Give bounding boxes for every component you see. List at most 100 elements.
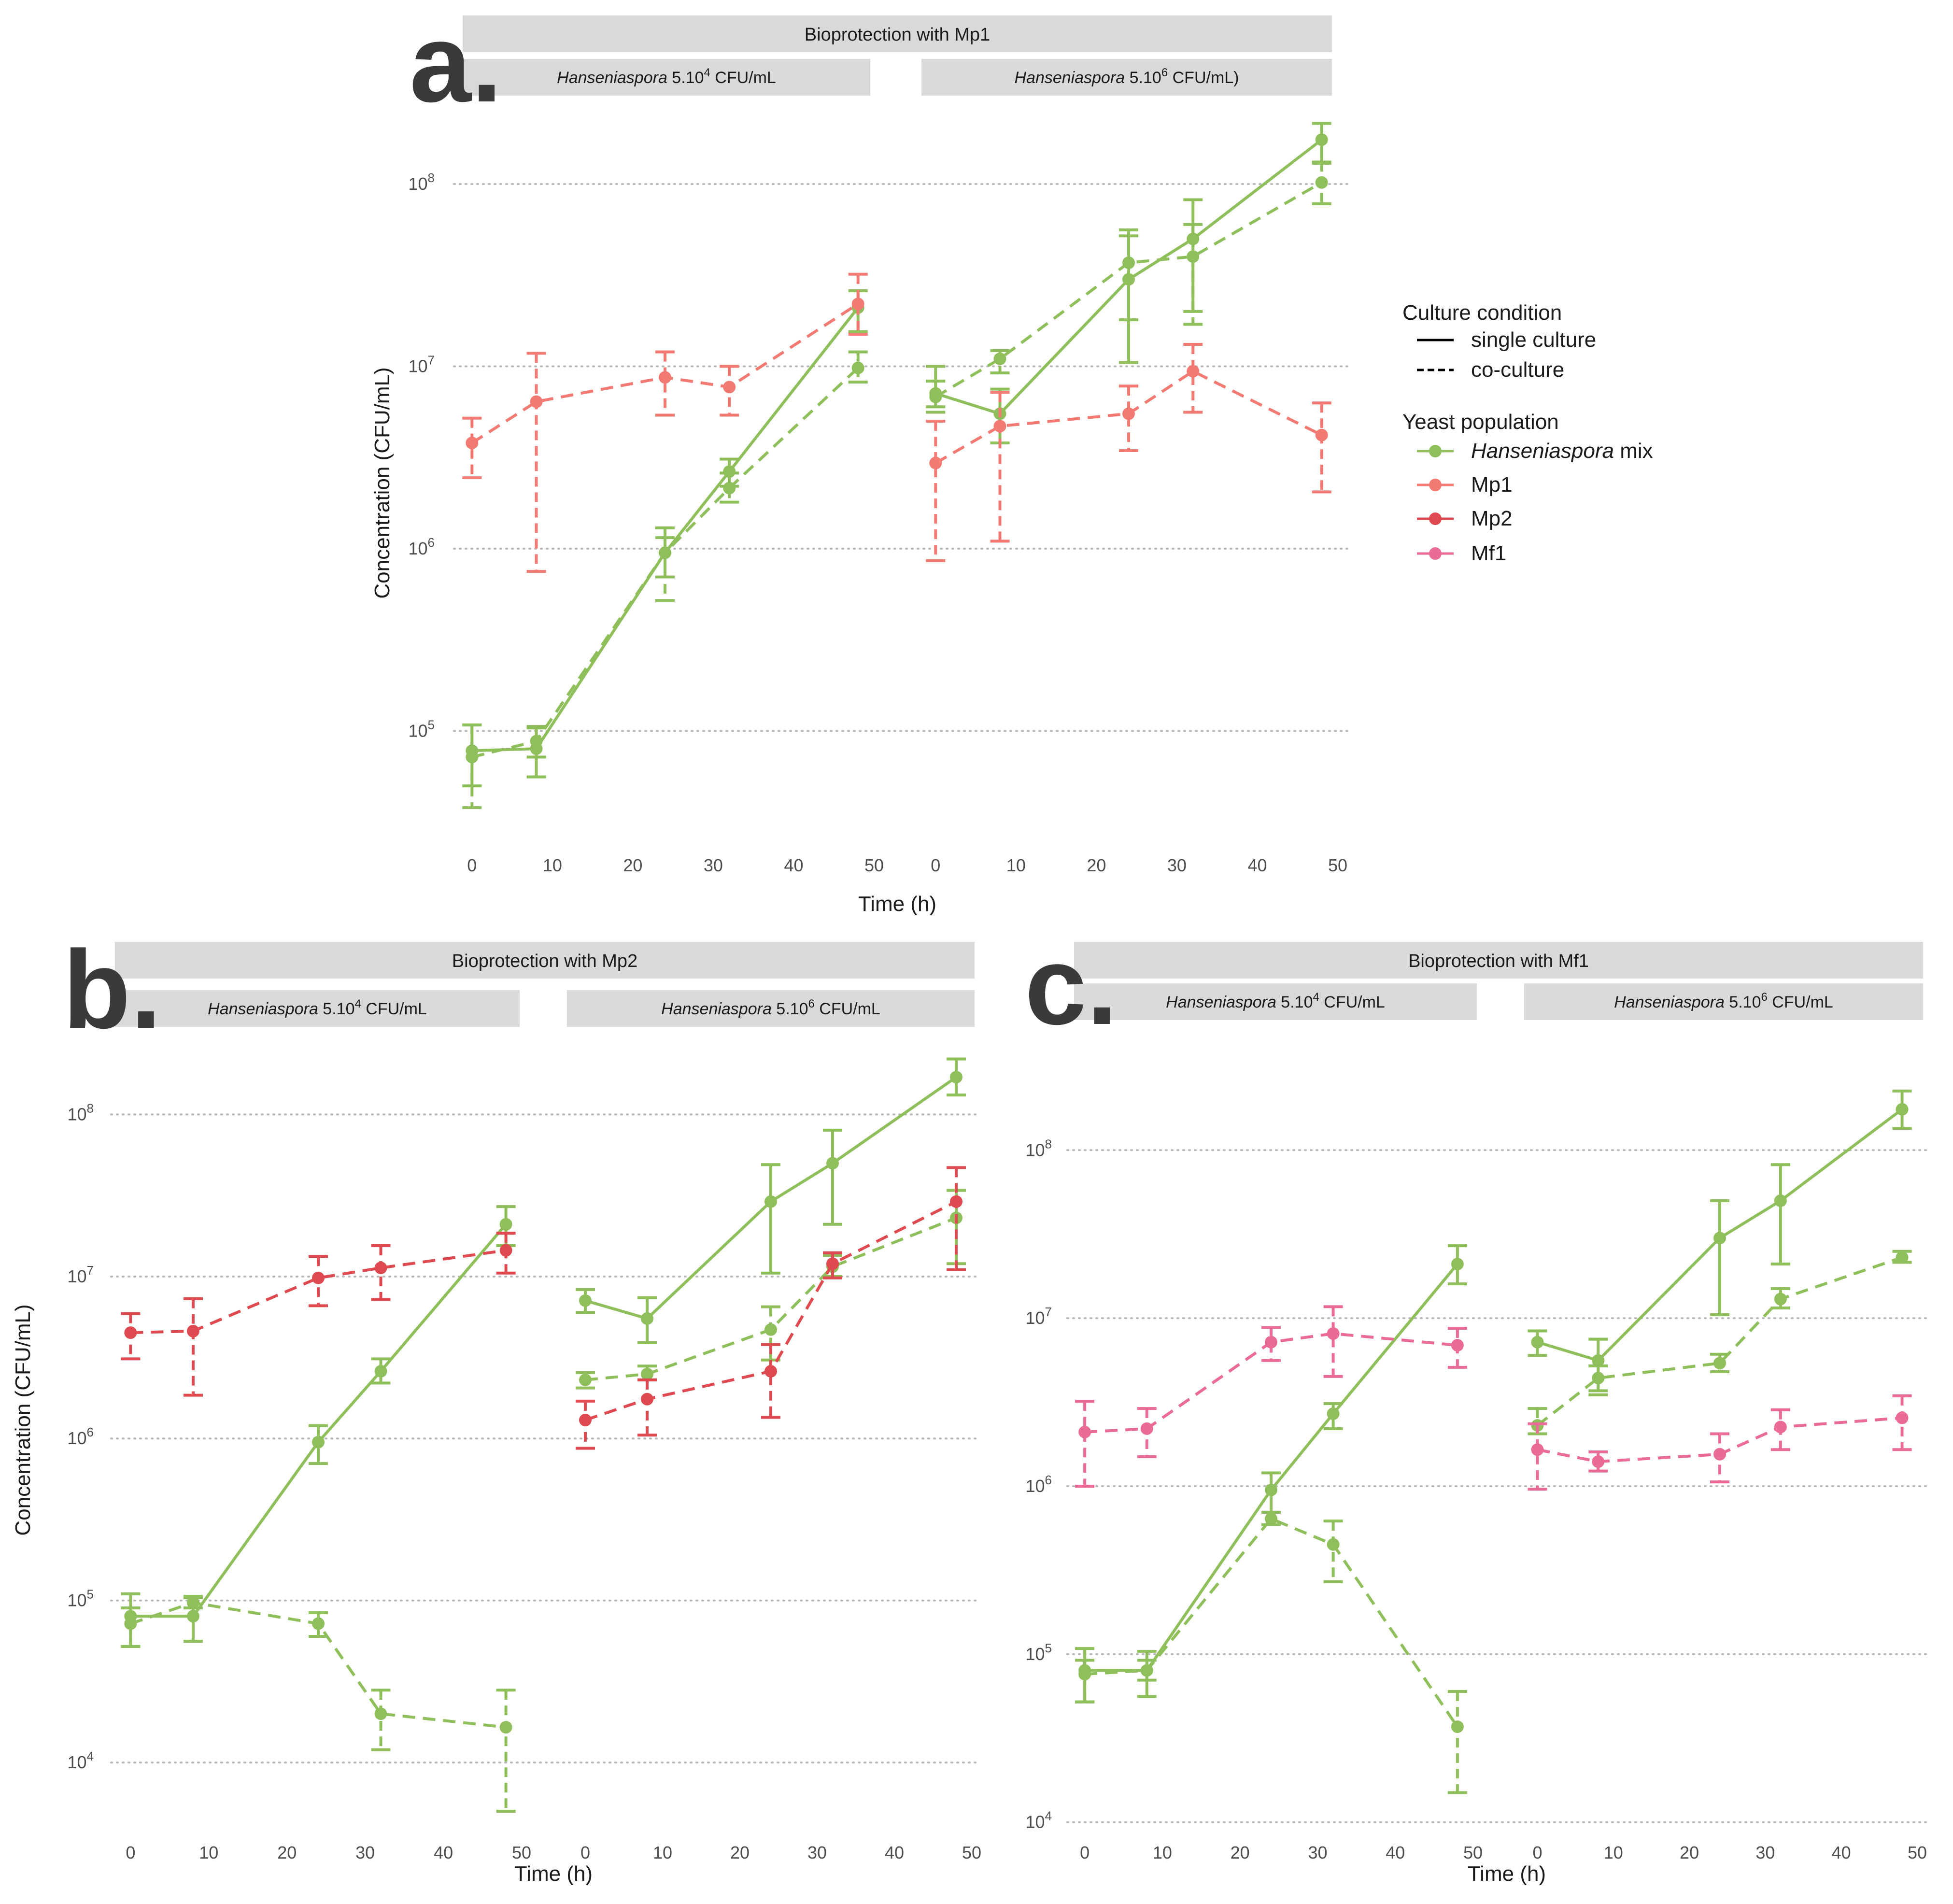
legend-yeast-title: Yeast population xyxy=(1402,410,1559,434)
series-0-hanseniaspora_mix-single-point-3 xyxy=(374,1365,387,1378)
series-1-hanseniaspora_mix-single-point-1 xyxy=(641,1312,653,1325)
legend: Culture condition single culture co-cult… xyxy=(1402,301,1653,565)
series-0-hanseniaspora_mix-co-point-2 xyxy=(312,1617,325,1630)
series-0-mp2-co-point-1 xyxy=(186,1324,199,1337)
y-tick-label-1e6: 106 xyxy=(67,1425,94,1448)
series-0-hanseniaspora_mix-co-point-1 xyxy=(530,735,543,748)
x-tick-label-0-30: 30 xyxy=(1308,1843,1327,1862)
series-1-mf1-co-point-2 xyxy=(1713,1448,1726,1461)
x-tick-label-1-30: 30 xyxy=(1755,1843,1775,1862)
y-tick-label-1e4: 104 xyxy=(67,1749,94,1772)
x-tick-label-0-50: 50 xyxy=(512,1843,531,1862)
series-1-mf1-co-point-3 xyxy=(1774,1421,1787,1434)
series-0-hanseniaspora_mix-single-point-2 xyxy=(1265,1483,1277,1496)
series-0-mp2-co-point-0 xyxy=(124,1326,137,1339)
panel-c-data xyxy=(1075,1089,1912,1794)
panel-c-right-strip-label: Hanseniaspora 5.106 CFU/mL xyxy=(1614,991,1833,1011)
series-0-mf1-co-point-1 xyxy=(1140,1422,1153,1435)
series-1-mp2-co-point-3 xyxy=(826,1257,839,1270)
series-1-mp2-co xyxy=(576,1166,966,1450)
series-0-hanseniaspora_mix-co xyxy=(462,350,868,810)
series-0-hanseniaspora_mix-co-point-4 xyxy=(1451,1720,1464,1733)
series-0-hanseniaspora_mix-co xyxy=(121,1595,516,1813)
legend-mf1-dot xyxy=(1429,547,1442,560)
x-tick-label-0-40: 40 xyxy=(1386,1843,1405,1862)
series-0-hanseniaspora_mix-co-point-0 xyxy=(466,751,479,764)
series-0-hanseniaspora_mix-single xyxy=(1075,1244,1467,1704)
series-0-hanseniaspora_mix-co-point-3 xyxy=(374,1707,387,1720)
panel-a-data xyxy=(462,122,1331,810)
series-0-mp2-co xyxy=(121,1232,516,1397)
x-tick-label-0-20: 20 xyxy=(277,1843,297,1862)
x-tick-label-1-10: 10 xyxy=(653,1843,672,1862)
series-1-hanseniaspora_mix-co-point-4 xyxy=(1896,1251,1909,1264)
y-tick-label-1e7: 107 xyxy=(408,353,435,376)
series-1-hanseniaspora_mix-co-point-2 xyxy=(1122,256,1135,270)
series-1-mp2-co-point-0 xyxy=(579,1414,592,1427)
series-1-mp1-co-point-1 xyxy=(993,420,1006,433)
series-1-hanseniaspora_mix-co-point-1 xyxy=(1592,1372,1605,1385)
legend-hanseniaspora-label: Hanseniaspora mix xyxy=(1471,439,1653,463)
series-1-mp2-co-point-1 xyxy=(641,1392,653,1406)
series-0-hanseniaspora_mix-single-point-2 xyxy=(312,1435,325,1449)
series-1-hanseniaspora_mix-co-point-0 xyxy=(579,1373,592,1386)
series-1-hanseniaspora_mix-co-line xyxy=(1536,1256,1903,1427)
y-tick-label-1e8: 108 xyxy=(67,1101,94,1124)
x-tick-label-1-20: 20 xyxy=(730,1843,750,1862)
x-tick-label-0-40: 40 xyxy=(784,855,803,875)
y-tick-label-1e7: 107 xyxy=(67,1263,94,1286)
series-1-hanseniaspora_mix-single-point-3 xyxy=(1774,1194,1787,1208)
series-1-hanseniaspora_mix-co xyxy=(1528,1250,1912,1435)
panel-a-letter: a. xyxy=(410,1,502,125)
x-tick-label-1-0: 0 xyxy=(1532,1843,1542,1862)
series-0-hanseniaspora_mix-co xyxy=(1075,1510,1467,1794)
legend-mp2-dot xyxy=(1429,512,1442,525)
panel-c-right-strip xyxy=(1524,983,1923,1020)
x-tick-label-1-20: 20 xyxy=(1680,1843,1699,1862)
series-1-mp2-co-point-2 xyxy=(764,1365,777,1378)
panel-c-gridlines xyxy=(1066,1149,1928,1823)
panel-a-left-strip-label: Hanseniaspora 5.104 CFU/mL xyxy=(557,66,776,87)
x-tick-label-0-20: 20 xyxy=(1231,1843,1250,1862)
series-1-hanseniaspora_mix-single-point-2 xyxy=(764,1195,777,1208)
series-0-mp1-co-point-3 xyxy=(723,381,736,394)
series-0-hanseniaspora_mix-single-point-1 xyxy=(186,1610,199,1623)
legend-single-label: single culture xyxy=(1471,328,1596,352)
series-0-hanseniaspora_mix-co-point-2 xyxy=(1265,1512,1277,1525)
y-tick-label-1e4: 104 xyxy=(1025,1809,1052,1832)
y-tick-label-1e7: 107 xyxy=(1025,1305,1052,1328)
panel-c-left-strip-label: Hanseniaspora 5.104 CFU/mL xyxy=(1166,991,1385,1011)
series-1-mf1-co-point-0 xyxy=(1531,1443,1544,1456)
panel-b-data xyxy=(121,1057,966,1813)
x-tick-label-0-30: 30 xyxy=(704,855,723,875)
series-1-hanseniaspora_mix-co-point-2 xyxy=(764,1323,777,1336)
legend-mf1-label: Mf1 xyxy=(1471,541,1506,565)
panel-b-title: Bioprotection with Mp2 xyxy=(452,951,637,971)
x-tick-label-1-0: 0 xyxy=(931,855,940,875)
panel-c-x-tick-labels: 0 10 20 30 40 50 0 10 20 30 40 50 xyxy=(1080,1843,1927,1862)
panel-a-right-strip-label: Hanseniaspora 5.106 CFU/mL) xyxy=(1014,66,1239,87)
x-tick-label-1-10: 10 xyxy=(1604,1843,1623,1862)
series-0-hanseniaspora_mix-co-point-1 xyxy=(186,1596,199,1609)
series-0-hanseniaspora_mix-co-point-4 xyxy=(499,1721,512,1734)
x-tick-label-0-50: 50 xyxy=(864,855,884,875)
series-1-hanseniaspora_mix-single xyxy=(576,1057,966,1344)
series-0-mp1-co-point-4 xyxy=(851,298,864,311)
series-0-hanseniaspora_mix-co-point-0 xyxy=(1078,1668,1091,1681)
panel-a-title: Bioprotection with Mp1 xyxy=(805,25,990,45)
series-0-mp1-co-point-0 xyxy=(466,437,479,450)
series-1-mp1-co-point-2 xyxy=(1122,407,1135,420)
series-0-mf1-co xyxy=(1075,1305,1467,1488)
series-1-mp2-co-point-4 xyxy=(950,1195,962,1208)
x-tick-label-0-50: 50 xyxy=(1463,1843,1483,1862)
series-1-hanseniaspora_mix-single-point-4 xyxy=(1315,133,1328,146)
series-1-hanseniaspora_mix-single-point-2 xyxy=(1713,1232,1726,1245)
series-0-hanseniaspora_mix-single-point-3 xyxy=(723,465,736,478)
x-tick-label-0-0: 0 xyxy=(1080,1843,1090,1862)
legend-mp1-dot xyxy=(1429,479,1442,491)
series-1-hanseniaspora_mix-co-point-1 xyxy=(641,1367,653,1380)
series-1-hanseniaspora_mix-single xyxy=(1528,1089,1912,1392)
series-1-hanseniaspora_mix-co-point-3 xyxy=(1774,1293,1787,1306)
y-tick-label-1e5: 105 xyxy=(408,718,435,741)
